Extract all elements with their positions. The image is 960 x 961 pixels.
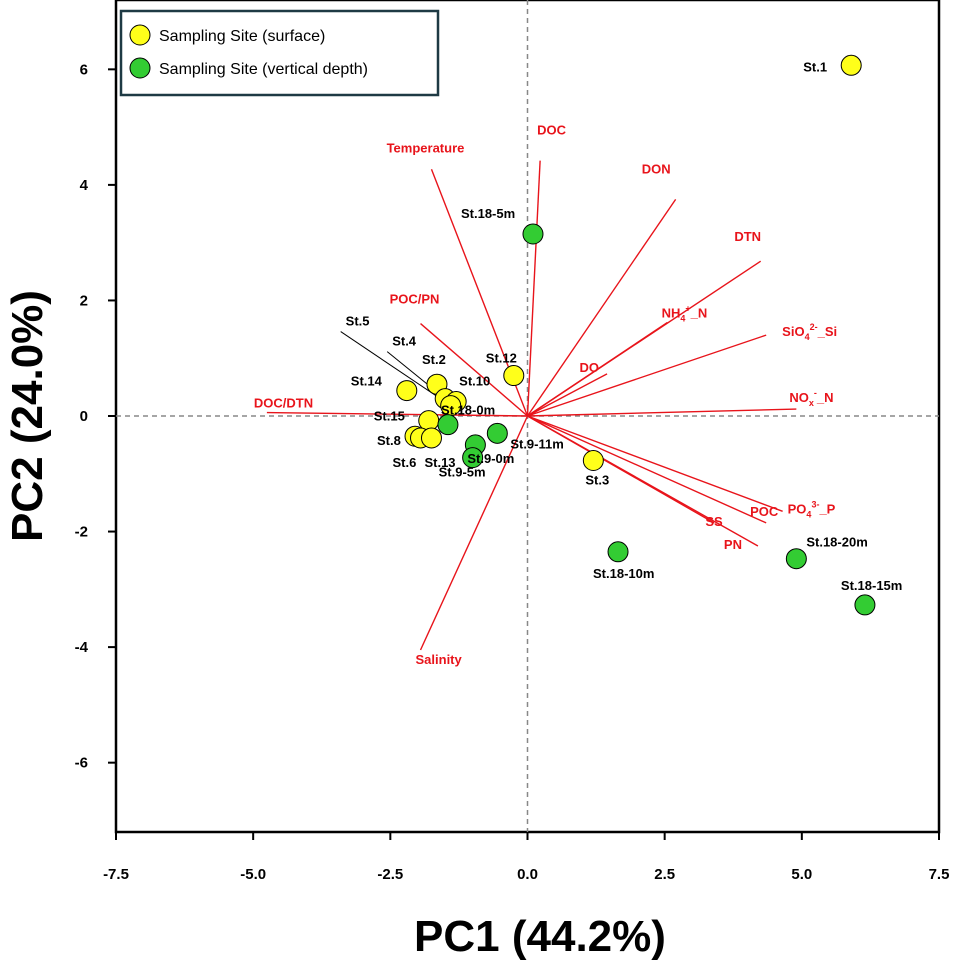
site-label-st-18-10m: St.18-10m: [593, 566, 654, 581]
site-point-st-3: [582, 449, 604, 471]
x-tick-label-5-0: 5.0: [791, 866, 812, 883]
loading-label-don: DON: [642, 161, 671, 176]
loading-label-nh4-n: NH4+_N: [662, 303, 708, 323]
site-label-st-9-0m: St.9-0m: [467, 451, 514, 466]
site-label-st-13: St.13: [424, 455, 455, 470]
loading-vector-sio4-2-si: [527, 334, 767, 417]
loading-vector-poc-pn: [420, 323, 528, 417]
legend-label-surface: Sampling Site (surface): [159, 28, 325, 45]
x-axis-title: PC1 (44.2%): [414, 912, 666, 961]
site-point-st-9-11m: [486, 422, 508, 444]
site-points: [396, 54, 876, 616]
axes: -7.5 -5.0 -2.5 0.0 2.5 5.0 7.5 -6 -4 -2 0 2 4 6: [75, 61, 950, 883]
x-tick-label-0-0: 0.0: [517, 866, 538, 883]
loading-label-poc-pn: POC/PN: [390, 292, 440, 307]
loading-label-doc-dtn: DOC/DTN: [254, 396, 313, 411]
loading-label-nox-n: NOx-_N: [789, 388, 833, 408]
site-point-st-18-0m: [437, 414, 459, 436]
site-label-st-15: St.15: [374, 409, 405, 424]
y-tick-label-4: -4: [75, 639, 89, 656]
site-label-st-18-5m: St.18-5m: [461, 206, 515, 221]
loading-label-pn: PN: [724, 537, 742, 552]
y-tick-label-6: -6: [75, 755, 88, 772]
y-tick-label-2: -2: [75, 524, 88, 541]
x-tick-label-2-5: 2.5: [654, 866, 675, 883]
loading-label-temperature: Temperature: [387, 140, 465, 155]
loading-vector-nox-n: [527, 408, 797, 417]
site-point-st-18-5m: [522, 223, 544, 245]
loading-vector-salinity: [419, 415, 529, 651]
loading-vector-po4-3-p: [527, 415, 783, 512]
y-tick-label-2: 2: [80, 292, 88, 309]
site-point-st-18-15m: [854, 594, 876, 616]
loading-vector-do: [527, 373, 608, 417]
site-point-st-18-10m: [607, 541, 629, 563]
loading-vector-poc: [527, 415, 767, 524]
legend-box: [119, 9, 440, 97]
x-tick-label-5-0: -5.0: [240, 866, 266, 883]
site-label-st-9-5m: St.9-5m: [439, 465, 486, 480]
y-tick-label-4: 4: [80, 177, 89, 194]
legend-label-vertical-depth: Sampling Site (vertical depth): [159, 61, 368, 78]
site-label-st-9-11m: St.9-11m: [510, 436, 563, 451]
loading-label-sio4-2-si: SiO42-_Si: [782, 322, 837, 342]
y-axis-title: PC2 (24.0%): [3, 290, 52, 542]
site-point-st-9-5m: [462, 447, 484, 469]
x-tick-label-7-5: -7.5: [103, 866, 129, 883]
y-tick-label-6: 6: [80, 61, 88, 78]
site-label-st-1: St.1: [803, 59, 827, 74]
loading-vector-don: [526, 198, 677, 417]
site-label-st-18-0m: St.18-0m: [441, 403, 495, 418]
site-point-st-18-20m: [785, 548, 807, 570]
site-label-st-6: St.6: [393, 455, 417, 470]
site-point-st-12: [503, 365, 525, 387]
loading-vector-pn: [527, 415, 759, 547]
loading-vector-doc-dtn: [266, 411, 528, 417]
loading-label-do: DO: [580, 360, 600, 375]
legend-marker-surface: [129, 24, 151, 46]
legend-marker-vertical-depth: [129, 57, 151, 79]
x-tick-label-7-5: 7.5: [929, 866, 950, 883]
site-label-st-2: St.2: [422, 352, 446, 367]
legend: Sampling Site (surface) Sampling Site (v…: [119, 9, 440, 97]
site-point-st-13: [420, 427, 442, 449]
site-label-st-5: St.5: [346, 314, 370, 329]
site-label-st-8: St.8: [377, 433, 401, 448]
loading-label-doc: DOC: [537, 123, 567, 138]
site-label-st-4: St.4: [392, 334, 417, 349]
loading-label-poc: POC: [750, 504, 779, 519]
site-point-st-1: [840, 54, 862, 76]
x-tick-label-2-5: -2.5: [377, 866, 403, 883]
site-label-st-3: St.3: [585, 472, 609, 487]
loading-label-salinity: Salinity: [416, 652, 463, 667]
loading-vector-doc: [526, 160, 541, 417]
loading-label-dtn: DTN: [734, 229, 761, 244]
loading-vector-nh4-n: [527, 321, 668, 417]
site-labels: St.1 St.12 St.3 St.14 St.2 St.4 St.10 St.5 St.15…: [346, 59, 903, 593]
site-label-st-12: St.12: [486, 351, 517, 366]
y-tick-label-0: 0: [80, 408, 88, 425]
loading-label-po4-3-p: PO43-_P: [788, 499, 836, 519]
site-label-st-10: St.10: [459, 374, 490, 389]
site-label-st-14: St.14: [351, 374, 383, 389]
site-point-st-14: [396, 380, 418, 402]
site-label-st-18-20m: St.18-20m: [806, 535, 867, 550]
site-label-st-18-15m: St.18-15m: [841, 578, 902, 593]
